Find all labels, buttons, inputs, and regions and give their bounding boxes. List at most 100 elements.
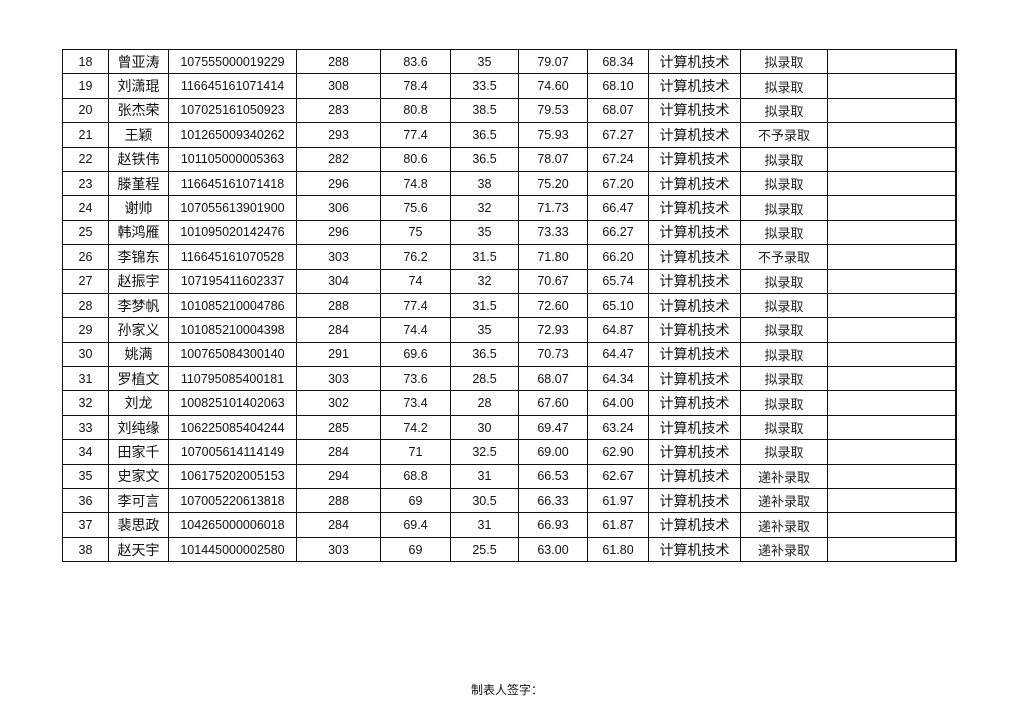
- score-total-cell: 61.80: [587, 536, 649, 563]
- score-retest-cell: 63.00: [518, 536, 588, 563]
- admission-table: 18 曾亚涛 107555000019229 288 83.6 35 79.07 68.34 计…: [62, 48, 957, 563]
- table-row: 34 田家千 107005614114149 284 71 32.5 69.00 62.90 计…: [62, 439, 957, 465]
- score-b-cell: 32.5: [450, 439, 519, 465]
- score-total-cell: 65.10: [587, 292, 649, 319]
- signature-label: 制表人签字：: [471, 683, 544, 697]
- major-cell: 计算机技术: [648, 219, 741, 246]
- remark-cell: [827, 341, 957, 368]
- status-cell: 拟录取: [740, 439, 828, 465]
- major-cell: 计算机技术: [648, 195, 741, 221]
- score-initial-cell: 303: [296, 244, 381, 270]
- table-row: 21 王颖 101265009340262 293 77.4 36.5 75.93 67.27…: [62, 122, 957, 148]
- name-cell: 滕堇程: [108, 170, 169, 197]
- score-retest-cell: 72.60: [518, 292, 588, 319]
- remark-cell: [827, 268, 957, 294]
- score-total-cell: 63.24: [587, 414, 649, 441]
- remark-cell: [827, 488, 957, 514]
- exam-id-cell: 116645161071414: [168, 73, 297, 99]
- score-b-cell: 38: [450, 170, 519, 197]
- table-row: 25 韩鸿雁 101095020142476 296 75 35 73.33 66.27 计算机…: [62, 219, 957, 246]
- score-initial-cell: 296: [296, 219, 381, 246]
- status-cell: 拟录取: [740, 170, 828, 197]
- index-cell: 35: [62, 463, 109, 490]
- status-cell: 拟录取: [740, 317, 828, 343]
- status-cell: 拟录取: [740, 366, 828, 392]
- index-cell: 26: [62, 244, 109, 270]
- exam-id-cell: 107055613901900: [168, 195, 297, 221]
- score-retest-cell: 78.07: [518, 146, 588, 172]
- table-row: 31 罗植文 110795085400181 303 73.6 28.5 68.07 64.3…: [62, 366, 957, 392]
- remark-cell: [827, 366, 957, 392]
- score-retest-cell: 73.33: [518, 219, 588, 246]
- score-total-cell: 64.47: [587, 341, 649, 368]
- score-a-cell: 73.6: [380, 366, 451, 392]
- score-total-cell: 62.90: [587, 439, 649, 465]
- table-row: 30 姚满 100765084300140 291 69.6 36.5 70.73 64.47…: [62, 341, 957, 368]
- score-a-cell: 74.2: [380, 414, 451, 441]
- score-initial-cell: 306: [296, 195, 381, 221]
- index-cell: 23: [62, 170, 109, 197]
- table-row: 27 赵振宇 107195411602337 304 74 32 70.67 65.74 计算机…: [62, 268, 957, 294]
- score-a-cell: 74: [380, 268, 451, 294]
- status-cell: 拟录取: [740, 73, 828, 99]
- score-initial-cell: 303: [296, 536, 381, 563]
- score-initial-cell: 288: [296, 292, 381, 319]
- score-initial-cell: 302: [296, 390, 381, 416]
- major-cell: 计算机技术: [648, 244, 741, 270]
- score-a-cell: 75: [380, 219, 451, 246]
- index-cell: 27: [62, 268, 109, 294]
- score-b-cell: 31.5: [450, 244, 519, 270]
- score-b-cell: 30.5: [450, 488, 519, 514]
- remark-cell: [827, 439, 957, 465]
- major-cell: 计算机技术: [648, 414, 741, 441]
- score-retest-cell: 75.20: [518, 170, 588, 197]
- name-cell: 赵天宇: [108, 536, 169, 563]
- table-row: 28 李梦帆 101085210004786 288 77.4 31.5 72.60 65.1…: [62, 292, 957, 319]
- index-cell: 36: [62, 488, 109, 514]
- exam-id-cell: 101095020142476: [168, 219, 297, 246]
- score-total-cell: 66.47: [587, 195, 649, 221]
- index-cell: 34: [62, 439, 109, 465]
- score-total-cell: 61.97: [587, 488, 649, 514]
- status-cell: 递补录取: [740, 488, 828, 514]
- score-total-cell: 67.27: [587, 122, 649, 148]
- major-cell: 计算机技术: [648, 48, 741, 75]
- name-cell: 史家文: [108, 463, 169, 490]
- table-row: 37 裴思政 104265000006018 284 69.4 31 66.93 61.87 计…: [62, 512, 957, 538]
- score-retest-cell: 74.60: [518, 73, 588, 99]
- score-a-cell: 74.4: [380, 317, 451, 343]
- table-row: 35 史家文 106175202005153 294 68.8 31 66.53 62.67 计…: [62, 463, 957, 490]
- major-cell: 计算机技术: [648, 146, 741, 172]
- exam-id-cell: 106175202005153: [168, 463, 297, 490]
- score-retest-cell: 71.80: [518, 244, 588, 270]
- score-a-cell: 80.8: [380, 97, 451, 124]
- score-retest-cell: 67.60: [518, 390, 588, 416]
- status-cell: 拟录取: [740, 341, 828, 368]
- name-cell: 张杰荣: [108, 97, 169, 124]
- score-a-cell: 80.6: [380, 146, 451, 172]
- remark-cell: [827, 219, 957, 246]
- major-cell: 计算机技术: [648, 317, 741, 343]
- score-a-cell: 69.4: [380, 512, 451, 538]
- score-b-cell: 28: [450, 390, 519, 416]
- name-cell: 姚满: [108, 341, 169, 368]
- score-b-cell: 36.5: [450, 146, 519, 172]
- index-cell: 28: [62, 292, 109, 319]
- score-b-cell: 35: [450, 317, 519, 343]
- exam-id-cell: 107005220613818: [168, 488, 297, 514]
- exam-id-cell: 107025161050923: [168, 97, 297, 124]
- score-a-cell: 77.4: [380, 292, 451, 319]
- score-initial-cell: 304: [296, 268, 381, 294]
- score-initial-cell: 293: [296, 122, 381, 148]
- score-a-cell: 78.4: [380, 73, 451, 99]
- score-retest-cell: 66.33: [518, 488, 588, 514]
- exam-id-cell: 100825101402063: [168, 390, 297, 416]
- score-initial-cell: 288: [296, 488, 381, 514]
- remark-cell: [827, 414, 957, 441]
- score-b-cell: 32: [450, 268, 519, 294]
- remark-cell: [827, 195, 957, 221]
- exam-id-cell: 107195411602337: [168, 268, 297, 294]
- score-retest-cell: 75.93: [518, 122, 588, 148]
- remark-cell: [827, 244, 957, 270]
- name-cell: 赵振宇: [108, 268, 169, 294]
